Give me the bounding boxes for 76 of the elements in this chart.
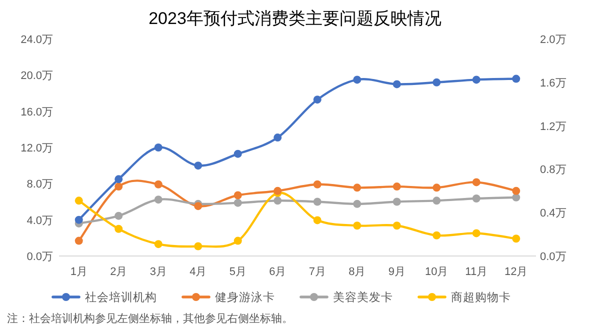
y-tick-label: 0.0万	[26, 251, 53, 263]
point	[114, 175, 123, 184]
y2-tick-label: 1.6万	[540, 77, 566, 90]
y2-tick-label: 0.0万	[540, 251, 566, 263]
point	[234, 191, 242, 200]
point	[472, 229, 480, 238]
y2-tick-label: 1.2万	[540, 120, 566, 133]
x-tick-label: 5月	[229, 266, 246, 278]
y2-tick-label: 0.8万	[540, 164, 566, 176]
point	[472, 76, 480, 84]
x-tick-label: 10月	[425, 266, 448, 278]
point	[432, 184, 441, 192]
point	[274, 186, 282, 195]
point	[234, 150, 242, 158]
legend-label: 社会培训机构	[85, 290, 157, 304]
point	[472, 178, 480, 186]
y2-tick-label: 2.0万	[540, 34, 566, 46]
point	[114, 224, 123, 233]
y-tick-label: 4.0万	[26, 214, 53, 227]
y-tick-label: 20.0万	[20, 70, 53, 82]
point	[194, 162, 202, 170]
x-tick-label: 6月	[269, 266, 286, 278]
point	[353, 76, 362, 84]
x-tick-label: 4月	[190, 266, 207, 278]
point	[274, 196, 282, 205]
point	[114, 212, 123, 220]
point	[512, 234, 520, 243]
point	[234, 198, 242, 207]
point	[74, 216, 83, 224]
point	[353, 222, 362, 230]
point	[392, 222, 401, 230]
x-tick-label: 9月	[388, 266, 406, 278]
point	[512, 74, 520, 83]
x-tick-label: 2月	[110, 266, 128, 278]
point	[313, 180, 322, 188]
point	[392, 182, 401, 191]
y-tick-label: 24.0万	[20, 34, 53, 46]
point	[74, 196, 83, 205]
x-tick-label: 11月	[465, 266, 488, 278]
point	[432, 231, 441, 240]
point	[194, 202, 202, 210]
point	[392, 198, 401, 206]
chart-title: 2023年预付式消费类主要问题反映情况	[148, 9, 442, 28]
point	[512, 193, 520, 202]
point	[313, 96, 322, 104]
point	[194, 242, 202, 250]
point	[313, 198, 322, 206]
x-tick-label: 7月	[308, 266, 326, 278]
point	[392, 80, 401, 88]
x-tick-label: 8月	[348, 266, 366, 278]
point	[154, 196, 162, 204]
legend-label: 美容美发卡	[333, 290, 393, 304]
point	[154, 240, 162, 248]
point	[234, 236, 242, 245]
point	[74, 236, 83, 245]
point	[274, 134, 282, 142]
y2-tick-label: 0.4万	[540, 208, 566, 220]
y-tick-label: 8.0万	[26, 178, 53, 191]
point	[512, 186, 520, 195]
point	[432, 196, 441, 205]
point	[432, 78, 441, 86]
point	[114, 182, 123, 191]
y-tick-label: 12.0万	[20, 142, 53, 154]
point	[353, 200, 362, 208]
x-tick-label: 3月	[150, 266, 167, 278]
y-tick-label: 16.0万	[20, 106, 53, 118]
legend-label: 商超购物卡	[451, 290, 511, 304]
text: 注：社会培训机构参见左侧坐标轴，其他参见右侧坐标轴。	[7, 312, 293, 325]
point	[154, 180, 162, 188]
legend-label: 健身游泳卡	[215, 290, 275, 304]
x-tick-label: 12月	[504, 266, 528, 278]
point	[353, 184, 362, 192]
point	[313, 216, 322, 224]
point	[472, 194, 480, 202]
point	[154, 144, 162, 152]
x-tick-label: 1月	[70, 266, 88, 278]
